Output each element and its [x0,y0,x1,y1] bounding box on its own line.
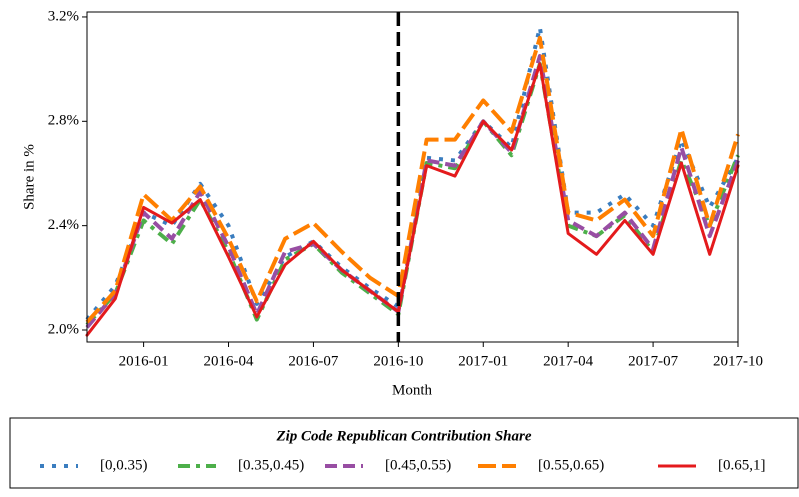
series-line [85,61,740,327]
x-tick-label: 2016-10 [373,353,423,369]
legend-label: [0,0.35) [100,457,148,473]
x-tick-label: 2016-01 [119,353,169,369]
legend-title: Zip Code Republican Contribution Share [275,428,531,444]
x-tick-label: 2017-07 [628,353,678,369]
legend-label: [0.35,0.45) [238,457,304,473]
x-tick-label: 2017-10 [713,353,763,369]
legend-box [9,417,799,489]
y-axis-label: Share in % [21,144,37,210]
series-line [85,35,740,324]
x-axis-label: Month [392,382,433,398]
x-tick-label: 2016-04 [204,353,254,369]
x-tick-label: 2016-07 [288,353,338,369]
legend-label: [0.55,0.65) [538,457,604,473]
plot-frame [86,11,739,343]
y-tick-label: 2.0% [48,321,79,337]
y-tick-label: 2.8% [48,113,79,129]
y-tick-label: 3.2% [48,8,79,24]
legend-label: [0.65,1] [718,457,766,473]
legend-label: [0.45,0.55) [385,457,451,473]
series-line [85,62,740,337]
series-line [85,54,740,329]
x-tick-label: 2017-04 [543,353,593,369]
series-line [85,25,740,321]
y-tick-label: 2.4% [48,217,79,233]
x-tick-label: 2017-01 [458,353,508,369]
